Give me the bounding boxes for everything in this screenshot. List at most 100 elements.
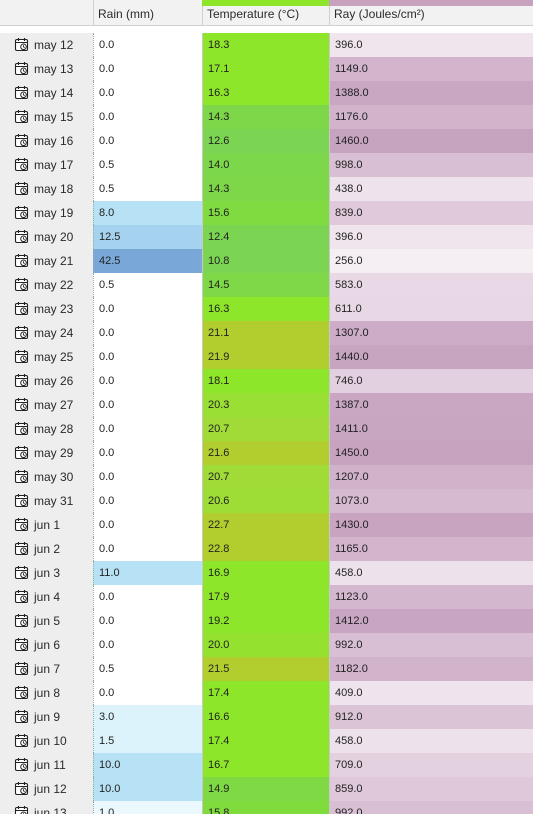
ray-cell[interactable]: 1165.0: [329, 537, 533, 561]
rain-cell[interactable]: 0.0: [93, 297, 202, 321]
table-body[interactable]: may 12 0.0 18.3 396.0 may 13 0.0 17.1 1149.0 may…: [0, 33, 533, 814]
rain-cell[interactable]: 0.0: [93, 609, 202, 633]
temperature-cell[interactable]: 18.1: [202, 369, 329, 393]
date-cell[interactable]: may 16: [0, 129, 93, 153]
date-cell[interactable]: jun 5: [0, 609, 93, 633]
table-row[interactable]: jun 13 1.0 15.8 992.0: [0, 801, 533, 814]
temperature-cell[interactable]: 15.8: [202, 801, 329, 814]
rain-cell[interactable]: 0.0: [93, 369, 202, 393]
table-row[interactable]: may 28 0.0 20.7 1411.0: [0, 417, 533, 441]
temperature-cell[interactable]: 15.6: [202, 201, 329, 225]
rain-cell[interactable]: 8.0: [93, 201, 202, 225]
ray-cell[interactable]: 458.0: [329, 729, 533, 753]
rain-cell[interactable]: 0.0: [93, 105, 202, 129]
date-cell[interactable]: may 29: [0, 441, 93, 465]
table-row[interactable]: may 23 0.0 16.3 611.0: [0, 297, 533, 321]
table-row[interactable]: may 16 0.0 12.6 1460.0: [0, 129, 533, 153]
temperature-cell[interactable]: 16.7: [202, 753, 329, 777]
temperature-cell[interactable]: 17.9: [202, 585, 329, 609]
table-row[interactable]: jun 7 0.5 21.5 1182.0: [0, 657, 533, 681]
rain-cell[interactable]: 0.0: [93, 345, 202, 369]
temperature-cell[interactable]: 16.9: [202, 561, 329, 585]
date-cell[interactable]: jun 3: [0, 561, 93, 585]
rain-cell[interactable]: 0.0: [93, 321, 202, 345]
table-row[interactable]: may 21 42.5 10.8 256.0: [0, 249, 533, 273]
table-row[interactable]: may 22 0.5 14.5 583.0: [0, 273, 533, 297]
table-row[interactable]: jun 4 0.0 17.9 1123.0: [0, 585, 533, 609]
date-cell[interactable]: may 28: [0, 417, 93, 441]
ray-cell[interactable]: 1388.0: [329, 81, 533, 105]
date-cell[interactable]: jun 2: [0, 537, 93, 561]
ray-cell[interactable]: 1149.0: [329, 57, 533, 81]
date-cell[interactable]: may 12: [0, 33, 93, 57]
rain-cell[interactable]: 0.0: [93, 393, 202, 417]
rain-cell[interactable]: 0.5: [93, 153, 202, 177]
rain-cell[interactable]: 0.0: [93, 441, 202, 465]
date-cell[interactable]: jun 12: [0, 777, 93, 801]
table-row[interactable]: may 15 0.0 14.3 1176.0: [0, 105, 533, 129]
rain-cell[interactable]: 0.0: [93, 681, 202, 705]
table-row[interactable]: jun 8 0.0 17.4 409.0: [0, 681, 533, 705]
table-row[interactable]: may 13 0.0 17.1 1149.0: [0, 57, 533, 81]
ray-cell[interactable]: 256.0: [329, 249, 533, 273]
temperature-cell[interactable]: 14.3: [202, 105, 329, 129]
table-row[interactable]: jun 5 0.0 19.2 1412.0: [0, 609, 533, 633]
ray-cell[interactable]: 583.0: [329, 273, 533, 297]
date-cell[interactable]: jun 6: [0, 633, 93, 657]
date-cell[interactable]: may 19: [0, 201, 93, 225]
temperature-cell[interactable]: 22.8: [202, 537, 329, 561]
table-row[interactable]: may 12 0.0 18.3 396.0: [0, 33, 533, 57]
temperature-cell[interactable]: 20.7: [202, 417, 329, 441]
temperature-cell[interactable]: 17.1: [202, 57, 329, 81]
ray-cell[interactable]: 1440.0: [329, 345, 533, 369]
rain-cell[interactable]: 0.0: [93, 489, 202, 513]
ray-cell[interactable]: 746.0: [329, 369, 533, 393]
ray-cell[interactable]: 438.0: [329, 177, 533, 201]
date-cell[interactable]: may 31: [0, 489, 93, 513]
ray-cell[interactable]: 1430.0: [329, 513, 533, 537]
table-row[interactable]: may 17 0.5 14.0 998.0: [0, 153, 533, 177]
ray-cell[interactable]: 611.0: [329, 297, 533, 321]
temperature-cell[interactable]: 12.4: [202, 225, 329, 249]
ray-cell[interactable]: 992.0: [329, 801, 533, 814]
table-row[interactable]: may 27 0.0 20.3 1387.0: [0, 393, 533, 417]
date-cell[interactable]: may 23: [0, 297, 93, 321]
temperature-cell[interactable]: 20.0: [202, 633, 329, 657]
rain-cell[interactable]: 3.0: [93, 705, 202, 729]
date-cell[interactable]: jun 8: [0, 681, 93, 705]
ray-cell[interactable]: 1307.0: [329, 321, 533, 345]
temperature-cell[interactable]: 14.3: [202, 177, 329, 201]
temperature-cell[interactable]: 16.3: [202, 81, 329, 105]
ray-cell[interactable]: 859.0: [329, 777, 533, 801]
temperature-cell[interactable]: 21.1: [202, 321, 329, 345]
temperature-cell[interactable]: 21.5: [202, 657, 329, 681]
date-cell[interactable]: jun 7: [0, 657, 93, 681]
rain-cell[interactable]: 0.0: [93, 585, 202, 609]
table-row[interactable]: jun 3 11.0 16.9 458.0: [0, 561, 533, 585]
temperature-cell[interactable]: 14.9: [202, 777, 329, 801]
rain-cell[interactable]: 42.5: [93, 249, 202, 273]
temperature-cell[interactable]: 10.8: [202, 249, 329, 273]
ray-cell[interactable]: 396.0: [329, 225, 533, 249]
temperature-cell[interactable]: 21.9: [202, 345, 329, 369]
table-row[interactable]: may 19 8.0 15.6 839.0: [0, 201, 533, 225]
table-row[interactable]: jun 9 3.0 16.6 912.0: [0, 705, 533, 729]
ray-cell[interactable]: 458.0: [329, 561, 533, 585]
temperature-cell[interactable]: 17.4: [202, 729, 329, 753]
table-row[interactable]: may 20 12.5 12.4 396.0: [0, 225, 533, 249]
ray-cell[interactable]: 912.0: [329, 705, 533, 729]
date-cell[interactable]: may 15: [0, 105, 93, 129]
ray-cell[interactable]: 1073.0: [329, 489, 533, 513]
table-row[interactable]: jun 10 1.5 17.4 458.0: [0, 729, 533, 753]
temperature-cell[interactable]: 20.7: [202, 465, 329, 489]
rain-cell[interactable]: 11.0: [93, 561, 202, 585]
rain-cell[interactable]: 10.0: [93, 753, 202, 777]
rain-cell[interactable]: 0.0: [93, 633, 202, 657]
table-row[interactable]: may 26 0.0 18.1 746.0: [0, 369, 533, 393]
header-ray[interactable]: Ray (Joules/cm²): [329, 0, 533, 25]
ray-cell[interactable]: 839.0: [329, 201, 533, 225]
date-cell[interactable]: may 13: [0, 57, 93, 81]
table-row[interactable]: jun 11 10.0 16.7 709.0: [0, 753, 533, 777]
header-temperature[interactable]: Temperature (°C): [202, 0, 329, 25]
temperature-cell[interactable]: 14.0: [202, 153, 329, 177]
